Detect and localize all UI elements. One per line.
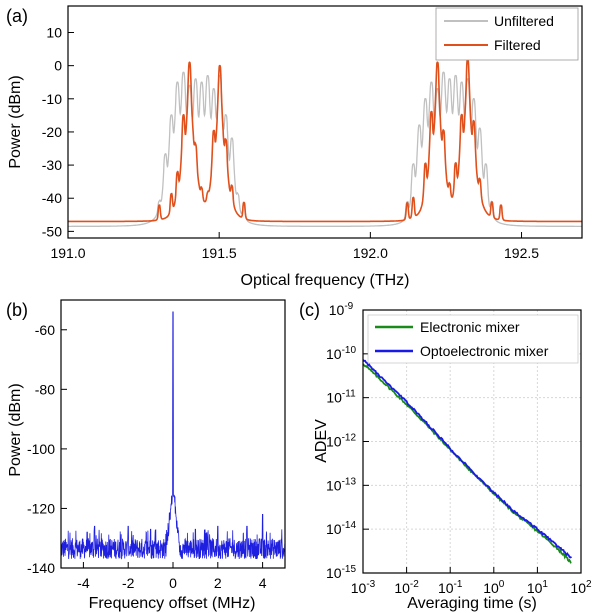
y-tick-label: -100 [27, 441, 55, 457]
x-tick-label: -4 [77, 575, 90, 591]
series-line-filtered [68, 58, 582, 223]
y-tick-label: -40 [42, 190, 62, 206]
panel-b: (b) -4 -2 0 2 4 -140 -120 -100 -80 -60 Frequency … [6, 299, 286, 612]
y-tick-label: -20 [42, 124, 62, 140]
x-tick-label: 10-3 [351, 579, 376, 596]
panel-b-marks: -4 -2 0 2 4 -140 -120 -100 -80 -60 [27, 311, 286, 591]
panel-a-legend: Unfiltered Filtered [435, 7, 579, 61]
panel-c-frame [362, 309, 582, 574]
panel-c-x-axis-title: Averaging time (s) [407, 595, 537, 612]
x-tick-label: 10-2 [394, 579, 419, 596]
y-tick-label: 10 [46, 25, 62, 41]
legend-label-optoelectronic: Optoelectronic mixer [420, 343, 549, 359]
x-tick-label: 2 [214, 575, 222, 591]
x-tick-label: 191.5 [202, 245, 237, 261]
x-tick-label: 192.0 [353, 245, 388, 261]
panel-a-x-axis-title: Optical frequency (THz) [241, 272, 410, 289]
series-line-spectrum [60, 311, 286, 560]
panel-c-label: (c) [299, 300, 320, 320]
panel-b-label: (b) [6, 300, 28, 320]
x-tick-label: 191.0 [50, 245, 85, 261]
y-tick-label: 10-14 [326, 520, 356, 537]
panel-b-x-axis-title: Frequency offset (MHz) [89, 595, 256, 612]
y-tick-label: -120 [27, 500, 55, 516]
y-tick-label: -60 [35, 322, 55, 338]
y-tick-label: 10-15 [326, 564, 356, 581]
series-line-unfiltered [68, 71, 582, 228]
panel-a: (a) 191.0 191.5 192.0 192.5 -50 -40 -30 -20 -10 0… [6, 5, 583, 289]
y-tick-label: 10-12 [326, 433, 356, 450]
x-tick-label: 102 [570, 579, 592, 596]
y-tick-label: -10 [42, 91, 62, 107]
y-tick-label: 0 [54, 58, 62, 74]
y-tick-label: 10-11 [326, 389, 356, 406]
x-tick-label: 192.5 [504, 245, 539, 261]
y-tick-label: 10-13 [326, 476, 356, 493]
y-tick-label: -140 [27, 560, 55, 576]
x-tick-label: 0 [169, 575, 177, 591]
panel-c-legend: Electronic mixer Optoelectronic mixer [367, 314, 579, 364]
y-tick-label: 10-9 [329, 301, 354, 318]
panel-c: (c) 10-3 10-2 10-1 100 101 102 10-15 10-14 10-13… [299, 300, 592, 612]
x-tick-label: -2 [122, 575, 135, 591]
panel-a-marks: 191.0 191.5 192.0 192.5 -50 -40 -30 -20 -10 0 10 [42, 25, 582, 261]
legend-label-electronic: Electronic mixer [420, 319, 520, 335]
panel-a-label: (a) [6, 6, 28, 26]
x-tick-label: 101 [527, 579, 549, 596]
y-tick-label: -50 [42, 223, 62, 239]
y-tick-label: -80 [35, 381, 55, 397]
y-tick-label: 10-10 [326, 345, 356, 362]
x-tick-label: 4 [259, 575, 267, 591]
legend-label-filtered: Filtered [494, 37, 541, 53]
panel-c-legend-box [367, 314, 579, 364]
panel-b-frame [60, 299, 286, 569]
legend-label-unfiltered: Unfiltered [494, 13, 554, 29]
panel-a-frame [67, 5, 583, 239]
panel-a-y-axis-title: Power (dBm) [7, 75, 24, 168]
x-tick-label: 10-1 [438, 579, 463, 596]
y-tick-label: -30 [42, 157, 62, 173]
series-line-electronic [362, 363, 572, 564]
panel-b-y-axis-title: Power (dBm) [7, 383, 24, 476]
panel-c-y-axis-title: ADEV [313, 419, 330, 463]
series-line-optoelectronic [362, 359, 573, 559]
panel-a-legend-box [435, 7, 579, 61]
x-tick-label: 100 [483, 579, 505, 596]
